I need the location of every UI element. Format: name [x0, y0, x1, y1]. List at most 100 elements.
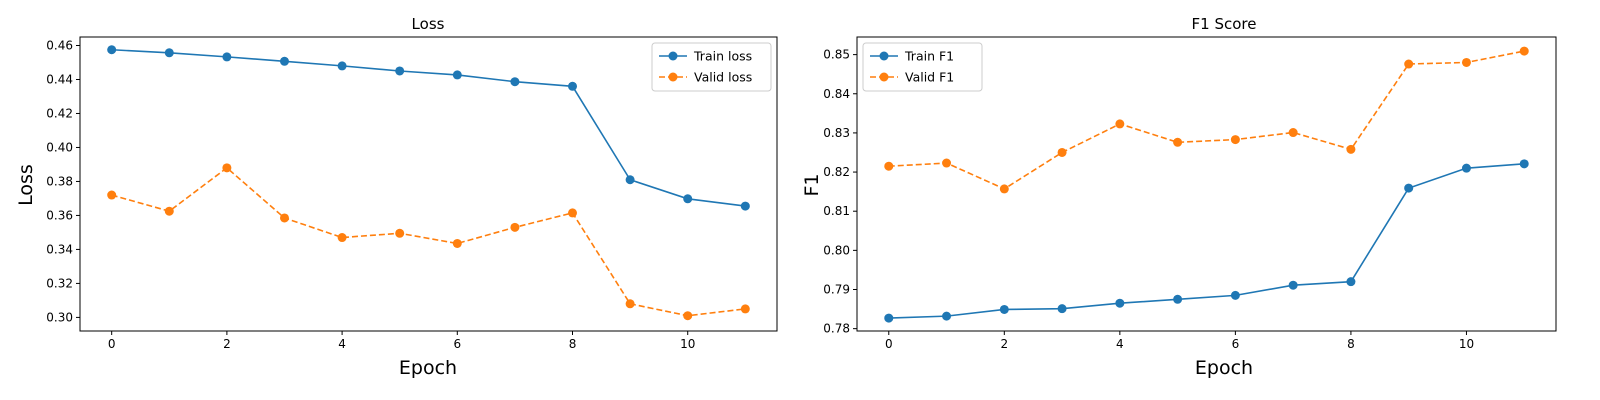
valid-f1-point [1057, 147, 1067, 157]
f1-y-tick-label: 0.84 [823, 87, 850, 101]
loss-y-tick-label: 0.46 [46, 38, 73, 52]
valid-f1-point [884, 161, 894, 171]
loss-chart-panel: Loss Epoch Loss 0 2 4 6 8 10 0.30 0.32 0.34 0.36 0… [15, 15, 778, 379]
valid-loss-point [395, 228, 405, 238]
train-loss-point [107, 45, 117, 55]
valid-loss-legend-label: Valid loss [694, 70, 752, 85]
train-loss-point [337, 61, 347, 71]
valid-loss-point [279, 213, 289, 223]
valid-f1-legend-label: Valid F1 [905, 70, 954, 85]
loss-x-tick-label: 4 [338, 337, 346, 351]
valid-loss-point [452, 238, 462, 248]
train-f1-point [1404, 183, 1414, 193]
train-f1-line [888, 163, 1525, 319]
train-f1-point [1115, 298, 1125, 308]
valid-f1-point [942, 158, 952, 168]
valid-loss-point [337, 233, 347, 243]
loss-chart-ylabel: Loss [15, 164, 37, 206]
f1-y-tick-label: 0.78 [823, 322, 850, 336]
f1-x-tick-label: 8 [1347, 337, 1355, 351]
loss-x-tick-label: 8 [569, 337, 577, 351]
train-f1-point [942, 311, 952, 321]
train-f1-point [884, 313, 894, 323]
f1-x-tick-label: 2 [1000, 337, 1008, 351]
valid-f1-point [1519, 46, 1529, 56]
loss-y-tick-label: 0.36 [46, 208, 73, 222]
valid-loss-point [625, 299, 635, 309]
loss-y-tick-label: 0.30 [46, 310, 73, 324]
train-f1-point [1288, 280, 1298, 290]
train-f1-point [999, 304, 1009, 314]
f1-y-tick-label: 0.79 [823, 283, 850, 297]
loss-x-tick-label: 10 [680, 337, 695, 351]
valid-f1-point [1173, 137, 1183, 147]
valid-loss-line [111, 166, 746, 317]
valid-f1-point [1115, 119, 1125, 129]
train-loss-point [568, 81, 578, 91]
valid-f1-point [999, 184, 1009, 194]
loss-y-tick-label: 0.42 [46, 106, 73, 120]
f1-chart-panel: F1 Score Epoch F1 0 2 4 6 8 10 0.78 0.79 0.80 0.8… [801, 15, 1557, 379]
valid-f1-point [1461, 57, 1471, 67]
loss-chart-plot-area: 0 2 4 6 8 10 0.30 0.32 0.34 0.36 0.38 0.40 0.42 0.44 0… [46, 36, 778, 351]
f1-chart-ylabel: F1 [801, 173, 823, 196]
train-f1-point [1346, 277, 1356, 287]
valid-f1-point [1404, 59, 1414, 69]
train-loss-point [164, 48, 174, 58]
valid-f1-point [1230, 135, 1240, 145]
valid-f1-legend-marker [879, 72, 889, 82]
f1-x-tick-label: 10 [1459, 337, 1474, 351]
train-f1-point [1230, 290, 1240, 300]
train-loss-point [510, 77, 520, 87]
f1-legend-box [862, 42, 983, 92]
train-loss-point [222, 52, 232, 62]
train-loss-point [683, 194, 693, 204]
f1-y-tick-label: 0.80 [823, 243, 850, 257]
valid-loss-point [740, 304, 750, 314]
train-loss-line [111, 48, 746, 207]
loss-x-tick-label: 0 [108, 337, 116, 351]
train-loss-point [625, 175, 635, 185]
train-loss-point [279, 56, 289, 66]
f1-x-tick-label: 4 [1116, 337, 1124, 351]
f1-axes-frame [856, 36, 1557, 332]
loss-y-tick-label: 0.38 [46, 174, 73, 188]
valid-f1-line [888, 50, 1525, 190]
loss-legend: Train loss Valid loss [651, 42, 772, 92]
valid-f1-point [1346, 144, 1356, 154]
f1-chart-plot-area: 0 2 4 6 8 10 0.78 0.79 0.80 0.81 0.82 0.83 0.84 0.85 T… [823, 36, 1557, 351]
f1-chart-title: F1 Score [1192, 15, 1257, 33]
loss-y-tick-label: 0.32 [46, 276, 73, 290]
valid-loss-point [683, 311, 693, 321]
loss-x-tick-label: 6 [453, 337, 461, 351]
f1-x-tick-label: 0 [885, 337, 893, 351]
train-loss-point [395, 66, 405, 76]
valid-loss-point [222, 163, 232, 173]
valid-loss-legend-marker [668, 72, 678, 82]
train-f1-point [1173, 294, 1183, 304]
train-f1-point [1461, 163, 1471, 173]
train-f1-point [1057, 304, 1067, 314]
train-loss-point [452, 70, 462, 80]
f1-y-tick-label: 0.82 [823, 165, 850, 179]
train-loss-point [740, 201, 750, 211]
train-loss-legend-marker [668, 51, 678, 61]
loss-chart-title: Loss [412, 15, 445, 33]
train-f1-legend-label: Train F1 [904, 49, 954, 64]
train-f1-legend-marker [879, 51, 889, 61]
loss-axes-frame [79, 36, 778, 332]
f1-legend: Train F1 Valid F1 [862, 42, 983, 92]
valid-loss-point [568, 208, 578, 218]
loss-chart-xlabel: Epoch [399, 357, 457, 379]
valid-loss-point [164, 206, 174, 216]
valid-loss-point [107, 190, 117, 200]
f1-y-tick-label: 0.81 [823, 204, 850, 218]
train-loss-legend-label: Train loss [693, 49, 752, 64]
f1-y-tick-label: 0.83 [823, 126, 850, 140]
valid-loss-point [510, 222, 520, 232]
f1-x-tick-label: 6 [1232, 337, 1240, 351]
loss-x-tick-label: 2 [223, 337, 231, 351]
loss-y-tick-label: 0.34 [46, 242, 73, 256]
train-f1-point [1519, 159, 1529, 169]
